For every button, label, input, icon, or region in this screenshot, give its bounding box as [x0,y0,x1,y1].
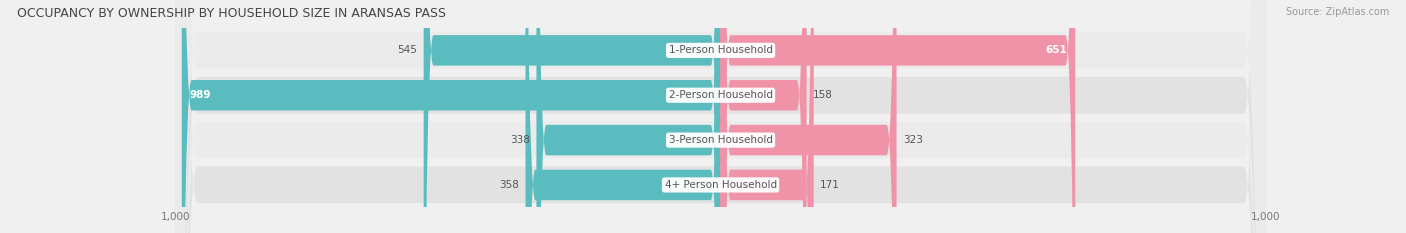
FancyBboxPatch shape [176,0,1265,233]
Text: 358: 358 [499,180,519,190]
Text: 2-Person Household: 2-Person Household [669,90,772,100]
FancyBboxPatch shape [423,0,721,233]
Text: 651: 651 [1045,45,1067,55]
Text: 323: 323 [903,135,922,145]
FancyBboxPatch shape [176,0,1265,233]
FancyBboxPatch shape [176,0,1265,233]
FancyBboxPatch shape [721,0,807,233]
Text: Source: ZipAtlas.com: Source: ZipAtlas.com [1285,7,1389,17]
FancyBboxPatch shape [176,0,1265,233]
FancyBboxPatch shape [537,0,721,233]
Text: 1-Person Household: 1-Person Household [669,45,772,55]
FancyBboxPatch shape [721,0,814,233]
Text: OCCUPANCY BY OWNERSHIP BY HOUSEHOLD SIZE IN ARANSAS PASS: OCCUPANCY BY OWNERSHIP BY HOUSEHOLD SIZE… [17,7,446,20]
FancyBboxPatch shape [721,0,1076,233]
Text: 4+ Person Household: 4+ Person Household [665,180,776,190]
Text: 158: 158 [813,90,834,100]
Text: 171: 171 [820,180,841,190]
Text: 338: 338 [510,135,530,145]
FancyBboxPatch shape [721,0,897,233]
FancyBboxPatch shape [526,0,721,233]
FancyBboxPatch shape [181,0,721,233]
Text: 3-Person Household: 3-Person Household [669,135,772,145]
Text: 545: 545 [398,45,418,55]
Text: 989: 989 [190,90,211,100]
